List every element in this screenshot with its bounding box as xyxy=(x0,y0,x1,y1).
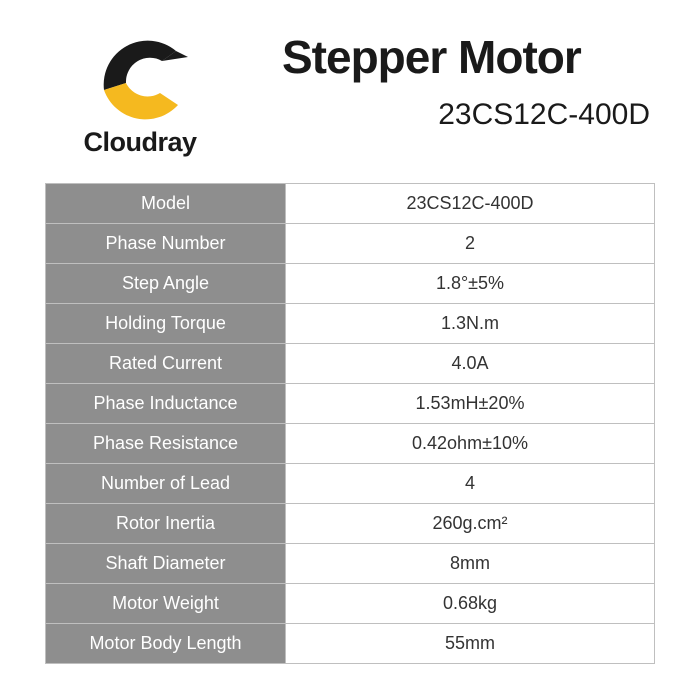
spec-label: Rotor Inertia xyxy=(46,504,286,544)
brand-name: Cloudray xyxy=(45,127,235,158)
spec-value: 23CS12C-400D xyxy=(286,184,655,224)
spec-label: Motor Weight xyxy=(46,584,286,624)
spec-value: 4.0A xyxy=(286,344,655,384)
spec-value: 55mm xyxy=(286,624,655,664)
spec-value: 0.68kg xyxy=(286,584,655,624)
spec-table: Model23CS12C-400DPhase Number2Step Angle… xyxy=(45,183,655,664)
spec-value: 8mm xyxy=(286,544,655,584)
table-row: Rated Current4.0A xyxy=(46,344,655,384)
brand-logo: Cloudray xyxy=(45,35,235,158)
spec-value: 1.3N.m xyxy=(286,304,655,344)
spec-label: Phase Number xyxy=(46,224,286,264)
table-row: Number of Lead4 xyxy=(46,464,655,504)
table-row: Shaft Diameter8mm xyxy=(46,544,655,584)
spec-value: 2 xyxy=(286,224,655,264)
table-row: Phase Number2 xyxy=(46,224,655,264)
spec-label: Phase Inductance xyxy=(46,384,286,424)
spec-table-body: Model23CS12C-400DPhase Number2Step Angle… xyxy=(46,184,655,664)
table-row: Rotor Inertia260g.cm² xyxy=(46,504,655,544)
spec-label: Rated Current xyxy=(46,344,286,384)
table-row: Motor Weight0.68kg xyxy=(46,584,655,624)
table-row: Step Angle1.8°±5% xyxy=(46,264,655,304)
spec-value: 1.8°±5% xyxy=(286,264,655,304)
spec-value: 0.42ohm±10% xyxy=(286,424,655,464)
spec-label: Step Angle xyxy=(46,264,286,304)
title-block: Stepper Motor 23CS12C-400D xyxy=(282,30,652,132)
table-row: Motor Body Length55mm xyxy=(46,624,655,664)
spec-label: Phase Resistance xyxy=(46,424,286,464)
brand-logo-icon xyxy=(90,35,190,123)
spec-value: 260g.cm² xyxy=(286,504,655,544)
spec-label: Holding Torque xyxy=(46,304,286,344)
spec-label: Motor Body Length xyxy=(46,624,286,664)
table-row: Model23CS12C-400D xyxy=(46,184,655,224)
table-row: Phase Inductance1.53mH±20% xyxy=(46,384,655,424)
spec-label: Number of Lead xyxy=(46,464,286,504)
table-row: Holding Torque1.3N.m xyxy=(46,304,655,344)
table-row: Phase Resistance0.42ohm±10% xyxy=(46,424,655,464)
page-title: Stepper Motor xyxy=(282,30,652,84)
spec-value: 4 xyxy=(286,464,655,504)
spec-label: Model xyxy=(46,184,286,224)
spec-label: Shaft Diameter xyxy=(46,544,286,584)
header: Cloudray Stepper Motor 23CS12C-400D xyxy=(0,0,700,175)
part-number: 23CS12C-400D xyxy=(282,98,652,132)
spec-value: 1.53mH±20% xyxy=(286,384,655,424)
